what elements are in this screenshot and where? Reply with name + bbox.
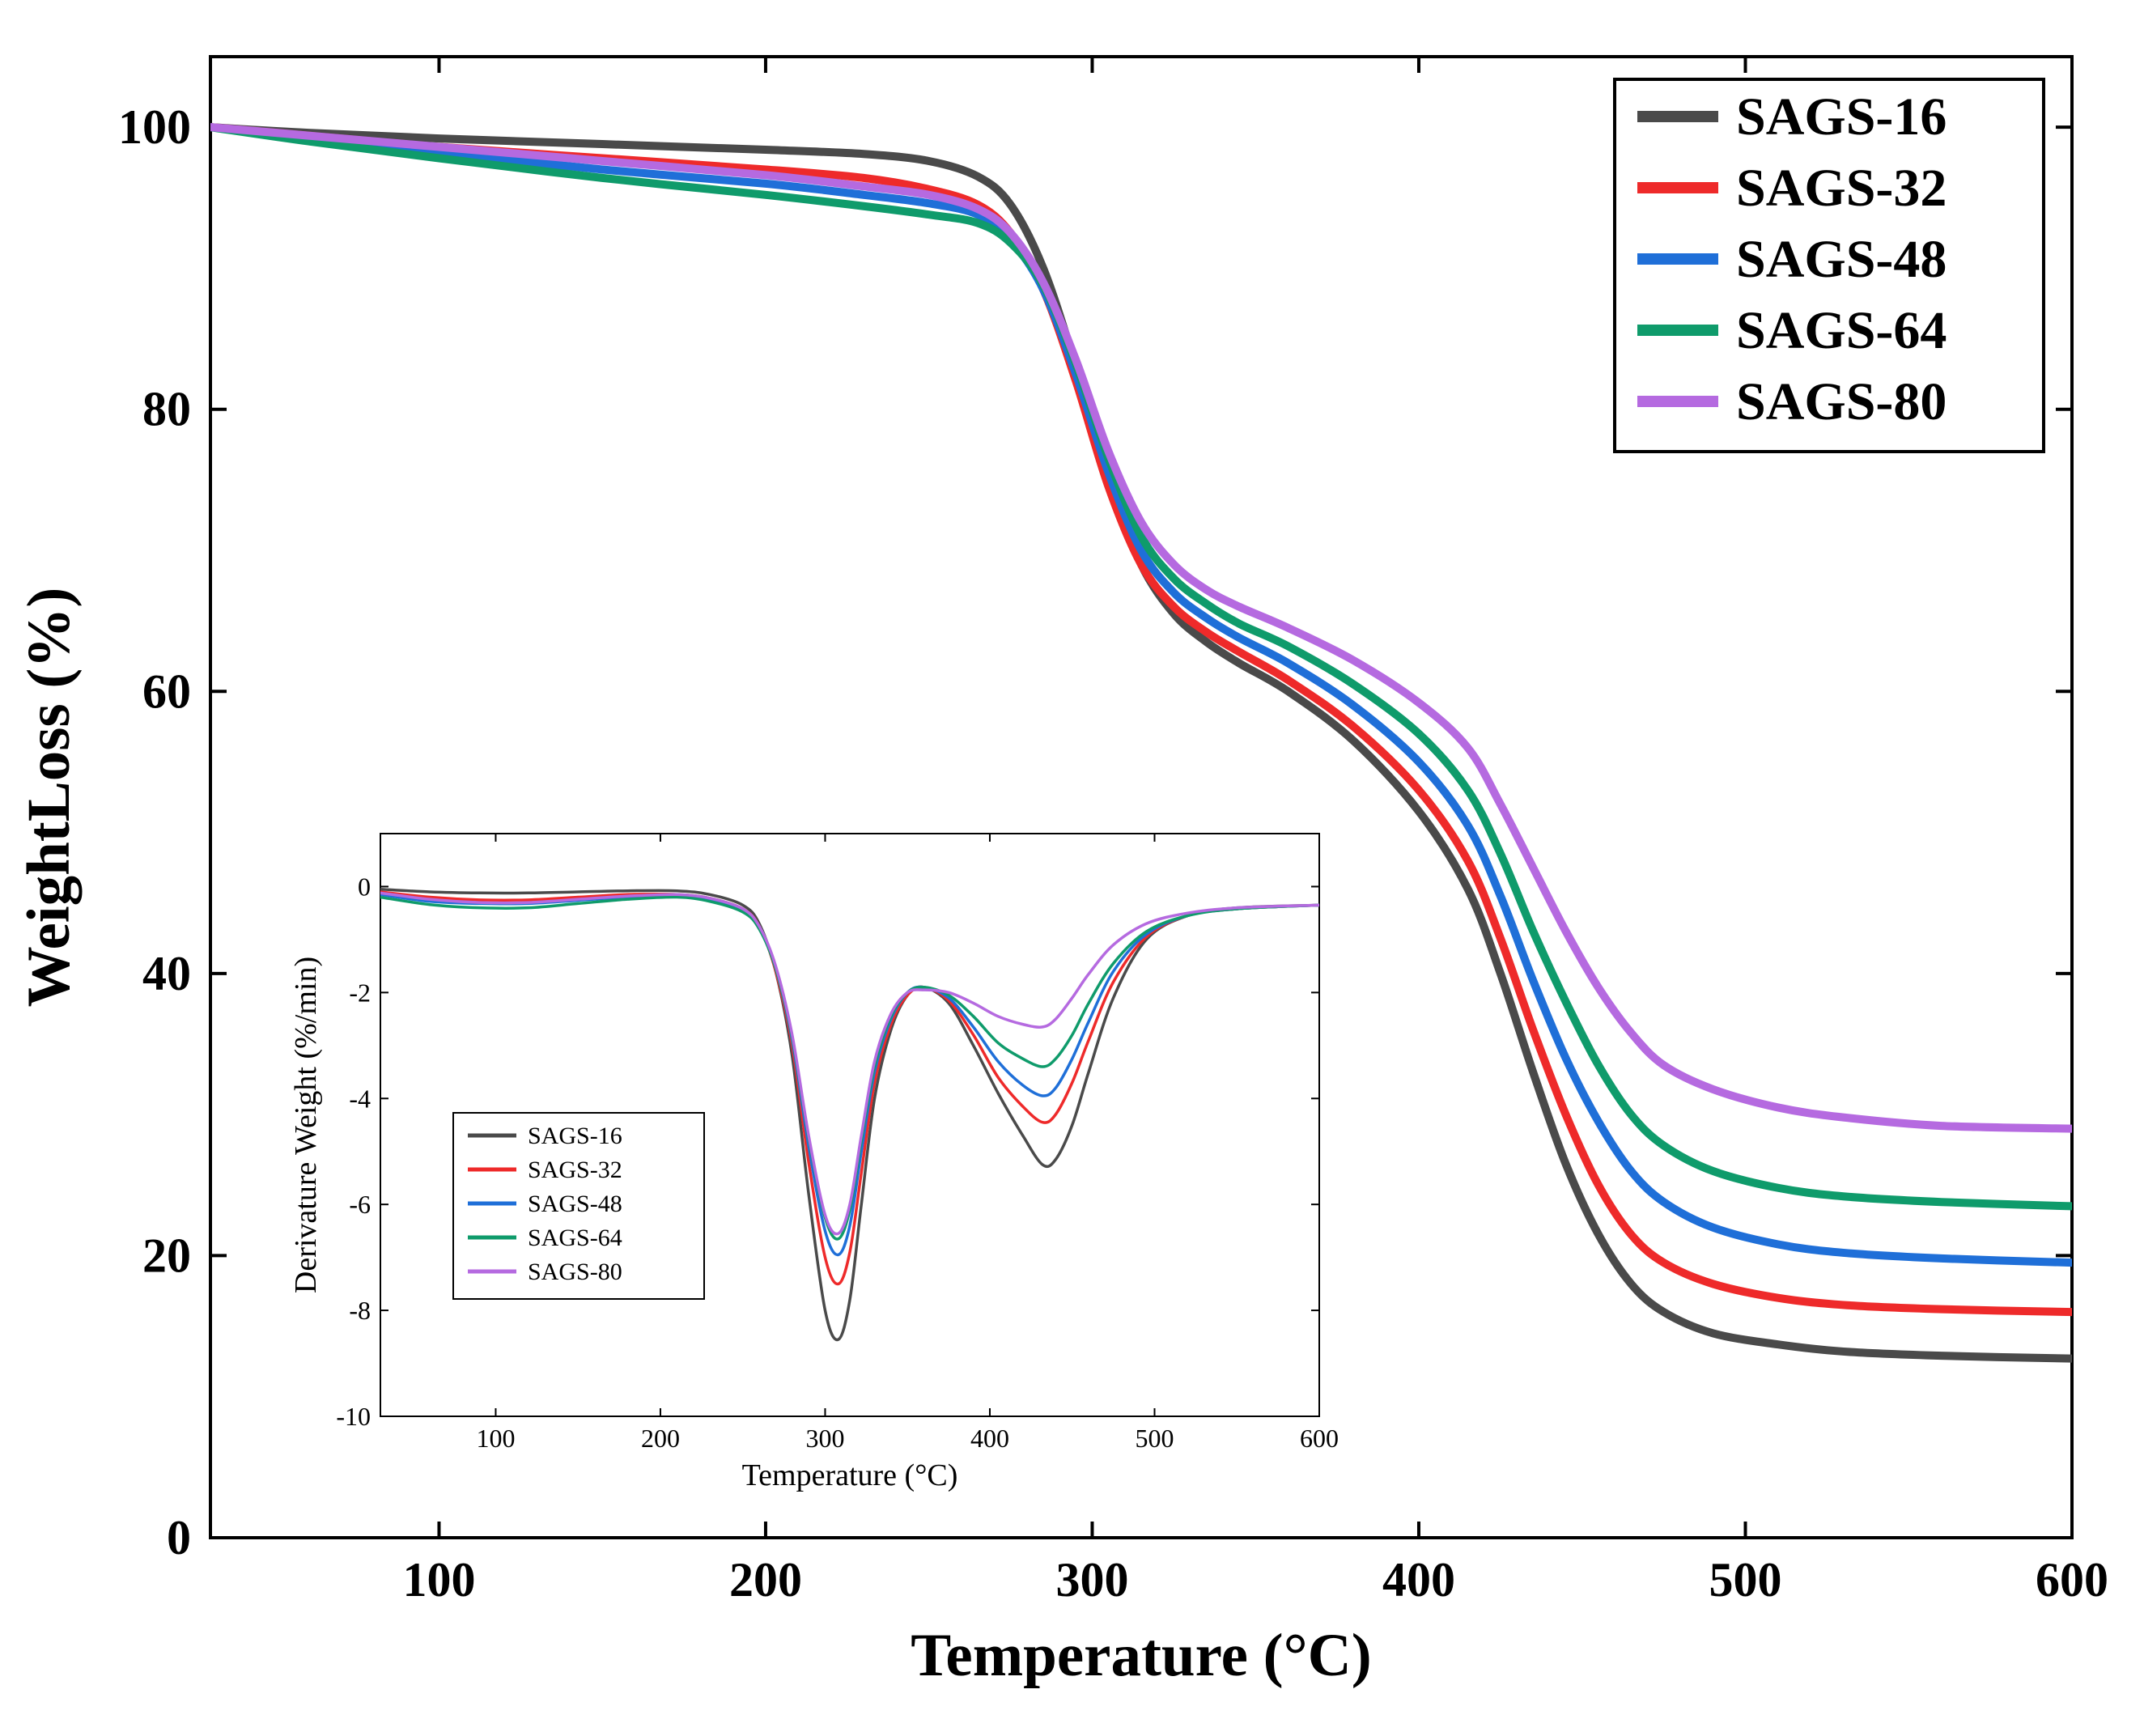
- legend-label: SAGS-32: [528, 1157, 622, 1183]
- ytick-label: 40: [142, 947, 191, 1000]
- legend: SAGS-16 SAGS-32 SAGS-48 SAGS-64 SAGS-80: [1615, 79, 2044, 452]
- ytick-label: -4: [349, 1084, 371, 1113]
- main-chart: 100 200 300 400 500 600 0 20 40 60 80 100 Temperatur…: [15, 57, 2108, 1689]
- legend-label: SAGS-64: [528, 1225, 622, 1251]
- y-axis-title: WeightLoss (%): [15, 588, 83, 1008]
- ytick-label: 0: [358, 872, 371, 901]
- series-group: [380, 889, 1319, 1340]
- ytick-label: -6: [349, 1190, 371, 1219]
- ytick-label: -8: [349, 1296, 371, 1325]
- legend-label: SAGS-80: [528, 1258, 622, 1285]
- series-SAGS-16: [380, 889, 1319, 1340]
- legend-label: SAGS-32: [1736, 159, 1947, 218]
- legend-label: SAGS-80: [1736, 372, 1947, 431]
- legend-label: SAGS-48: [1736, 230, 1947, 289]
- ytick-label: 0: [167, 1511, 191, 1564]
- series-SAGS-64: [380, 897, 1319, 1238]
- chart-container: 100 200 300 400 500 600 0 20 40 60 80 100 Temperatur…: [0, 0, 2144, 1736]
- legend-label: SAGS-64: [1736, 301, 1947, 360]
- xtick-label: 200: [729, 1553, 802, 1607]
- ytick-label: 100: [118, 100, 191, 154]
- xtick-label: 600: [1300, 1424, 1339, 1453]
- xtick-label: 600: [2036, 1553, 2108, 1607]
- legend-label: SAGS-16: [528, 1123, 622, 1149]
- chart-svg: 100 200 300 400 500 600 0 20 40 60 80 100 Temperatur…: [0, 0, 2144, 1736]
- series-SAGS-64: [210, 127, 2072, 1206]
- series-SAGS-48: [210, 127, 2072, 1263]
- xtick-label: 300: [1055, 1553, 1128, 1607]
- xtick-label: 500: [1135, 1424, 1174, 1453]
- ytick-label: 60: [142, 664, 191, 718]
- x-axis-title: Temperature (°C): [742, 1458, 958, 1492]
- ytick-label: 20: [142, 1229, 191, 1282]
- ytick-label: -2: [349, 978, 371, 1007]
- xtick-label: 300: [805, 1424, 844, 1453]
- xtick-label: 100: [476, 1424, 515, 1453]
- xtick-label: 400: [970, 1424, 1009, 1453]
- x-axis-title: Temperature (°C): [911, 1622, 1371, 1689]
- xtick-label: 500: [1709, 1553, 1781, 1607]
- inset-chart: 100 200 300 400 500 600 -10 -8 -6 -4 -2 0 Temperatur…: [289, 834, 1339, 1492]
- xtick-label: 400: [1382, 1553, 1455, 1607]
- xtick-label: 200: [641, 1424, 680, 1453]
- legend-label: SAGS-16: [1736, 87, 1947, 146]
- plot-frame: [380, 834, 1319, 1416]
- ytick-label: -10: [336, 1402, 371, 1431]
- xtick-label: 100: [402, 1553, 475, 1607]
- y-axis-title: Derivature Weight (%/min): [289, 957, 323, 1293]
- legend: SAGS-16 SAGS-32 SAGS-48 SAGS-64 SAGS-80: [453, 1113, 704, 1299]
- series-SAGS-80: [380, 893, 1319, 1233]
- legend-label: SAGS-48: [528, 1191, 622, 1217]
- ytick-label: 80: [142, 383, 191, 436]
